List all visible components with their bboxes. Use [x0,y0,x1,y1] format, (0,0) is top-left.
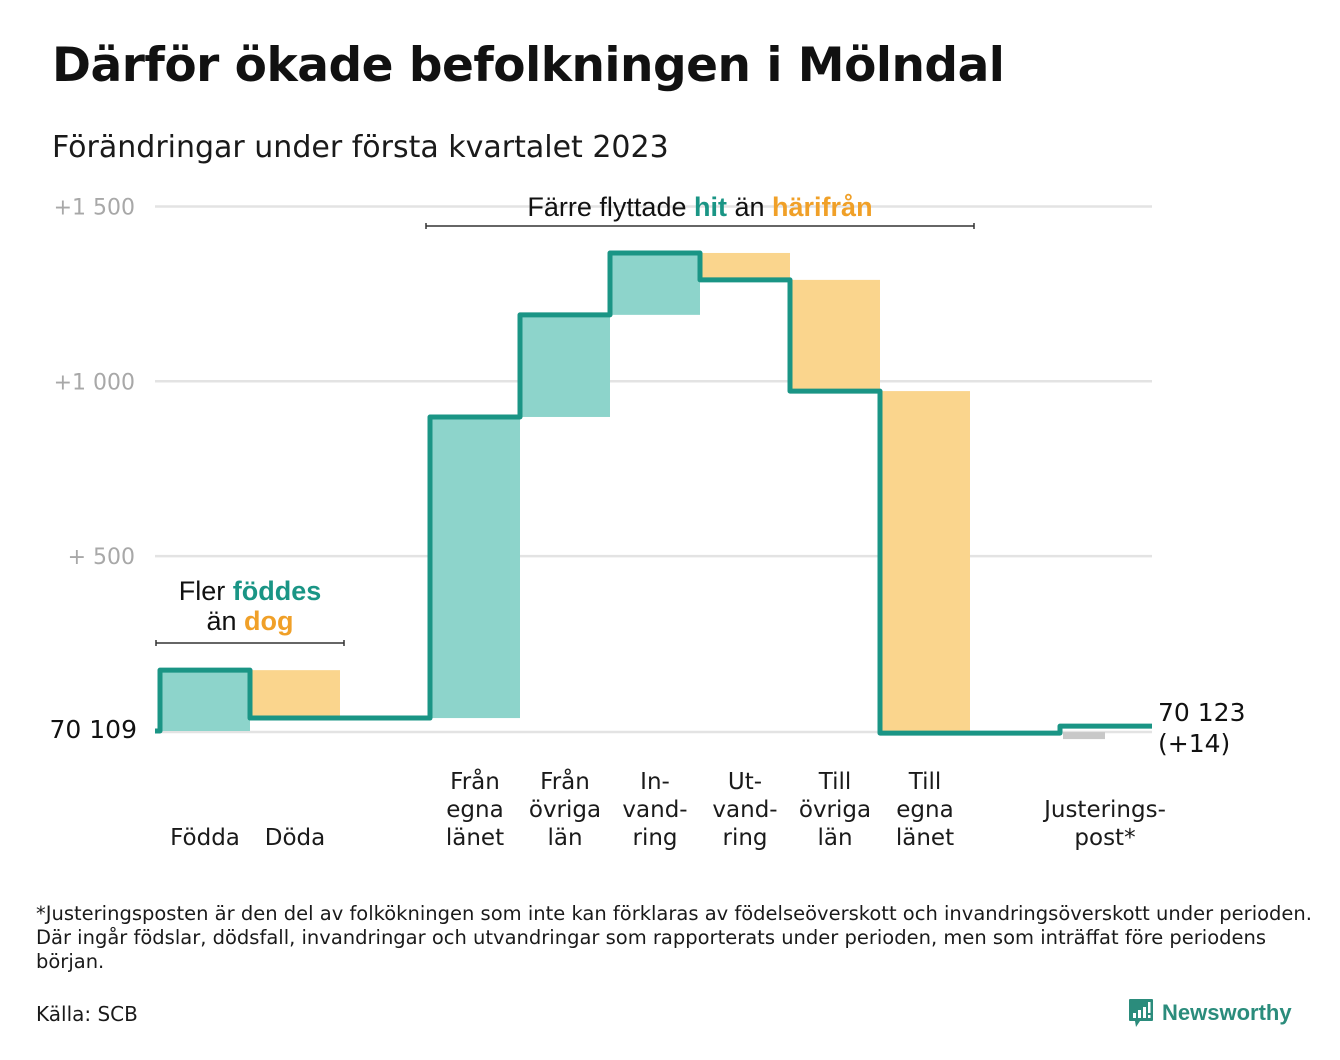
bar-till-egna-lanet [880,391,970,734]
x-label-doda: Döda [265,825,325,851]
x-label-justeringspost: Justerings-post* [1042,797,1166,851]
bar-doda [250,670,340,719]
x-label-fran-ovriga-lan: Från övriga län [529,767,601,851]
footnote: *Justeringsposten är den del av folkökni… [36,902,1312,973]
x-label-till-egna-lanet: Till egna länet [896,769,954,851]
bar-justeringspost [1063,732,1105,740]
step-line [155,250,1153,736]
newsworthy-logo[interactable]: Newsworthy [1128,998,1292,1028]
bars [160,252,1105,740]
annotation-migration: Färre flyttade hit än härifrån [425,192,975,229]
x-label-fodda: Födda [170,825,240,851]
y-tick-label: + 500 [68,545,135,570]
y-tick-label: +1 500 [54,195,135,220]
bar-till-ovriga-lan [790,279,880,392]
bar-invandring [610,252,700,315]
y-tick-label: +1 000 [54,370,135,395]
end-value-label: 70 123 (+14) [1158,698,1245,758]
x-label-fran-egna-lanet: Från egna länet [446,767,504,851]
bar-utvandring [700,252,790,280]
source-label: Källa: SCB [36,1002,138,1026]
cumulative-line [155,250,1153,736]
labels: + 500 +1 000 +1 500 70 109 Födda Döda Från egna… [50,195,1246,851]
chart-title: Därför ökade befolkningen i Mölndal [52,38,1005,93]
x-label-till-ovriga-lan: Till övriga län [799,769,871,851]
annotation-text: Färre flyttade hit än härifrån [527,192,872,222]
bar-fran-egna-lanet [430,416,520,719]
annotation-text: Fler föddes än dog [179,576,322,636]
newsworthy-icon [1129,999,1153,1027]
brand-name: Newsworthy [1162,1000,1292,1025]
x-label-invandring: In-vand-ring [622,769,687,851]
chart-subtitle: Förändringar under första kvartalet 2023 [52,130,669,165]
bar-fran-ovriga-lan [520,314,610,417]
annotation-births: Fler föddes än dog [155,576,345,646]
x-label-utvandring: Ut-vand-ring [712,769,777,851]
annotations: Fler föddes än dog Färre flyttade hit än h… [155,192,975,646]
bar-fodda [160,670,250,731]
start-value-label: 70 109 [50,715,137,744]
waterfall-chart: + 500 +1 000 +1 500 70 109 Födda Döda Från egna… [50,192,1246,851]
